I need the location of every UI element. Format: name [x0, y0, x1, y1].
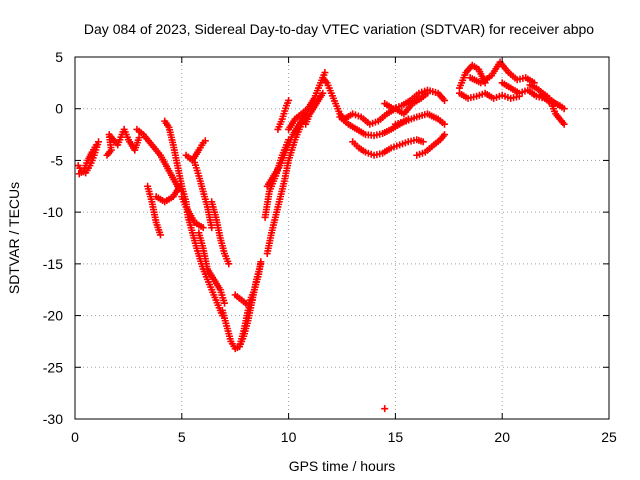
data-point	[419, 138, 427, 146]
series-AD	[455, 61, 489, 92]
series-J	[191, 158, 216, 232]
series-M	[208, 198, 233, 268]
y-tick-label: -10	[43, 204, 63, 220]
y-tick-label: -15	[43, 256, 63, 272]
data-point	[560, 120, 568, 128]
series-AK	[381, 405, 389, 413]
data-point	[560, 105, 568, 113]
series-AI	[537, 91, 568, 128]
data-point	[208, 224, 216, 232]
series-L	[195, 229, 229, 307]
data-point	[441, 96, 449, 104]
data-point	[319, 89, 327, 97]
chart-title: Day 084 of 2023, Sidereal Day-to-day VTE…	[84, 21, 594, 37]
series-Y	[349, 136, 427, 159]
data-point	[441, 131, 449, 139]
y-tick-label: 0	[55, 101, 63, 117]
y-tick-label: -30	[43, 411, 63, 427]
series-T	[274, 96, 293, 133]
y-axis-label: SDTVAR / TECUs	[6, 182, 22, 294]
grid	[75, 57, 609, 419]
series-P	[235, 260, 265, 351]
data-point	[321, 69, 329, 77]
data-point	[201, 137, 209, 145]
series-AJ	[547, 96, 568, 113]
series-C	[103, 125, 143, 159]
data-point	[285, 96, 293, 104]
series-AF	[466, 58, 538, 87]
data-marks	[74, 58, 568, 413]
data-point	[221, 299, 229, 307]
axis-ticks: 0 5 10 15 20 25 5 0 -5 -10 -15 -20 -25 -30	[43, 49, 617, 445]
x-tick-label: 0	[71, 429, 79, 445]
data-point	[225, 260, 233, 268]
data-point	[441, 120, 449, 128]
data-point	[92, 141, 100, 149]
x-tick-label: 10	[281, 429, 297, 445]
x-tick-label: 20	[494, 429, 510, 445]
x-tick-label: 5	[178, 429, 186, 445]
series-AB	[391, 110, 449, 128]
y-tick-label: 5	[55, 49, 63, 65]
series-I	[182, 137, 209, 164]
y-tick-label: -25	[43, 359, 63, 375]
data-point	[135, 134, 143, 142]
series-AE	[455, 89, 523, 102]
series-AA	[381, 86, 449, 113]
data-point	[381, 405, 389, 413]
series-B	[75, 141, 100, 178]
y-tick-label: -20	[43, 308, 63, 324]
data-point	[156, 231, 164, 239]
x-tick-label: 25	[601, 429, 617, 445]
x-tick-label: 15	[388, 429, 404, 445]
data-point	[199, 224, 207, 232]
series-AC	[413, 131, 449, 159]
plot-frame	[74, 56, 610, 420]
series-U	[285, 69, 329, 133]
x-axis-label: GPS time / hours	[289, 458, 396, 474]
series-D	[133, 125, 182, 190]
series-V	[302, 89, 327, 128]
data-point	[257, 260, 265, 268]
y-tick-label: -5	[51, 152, 64, 168]
series-W	[319, 74, 348, 123]
series-E	[144, 182, 164, 239]
